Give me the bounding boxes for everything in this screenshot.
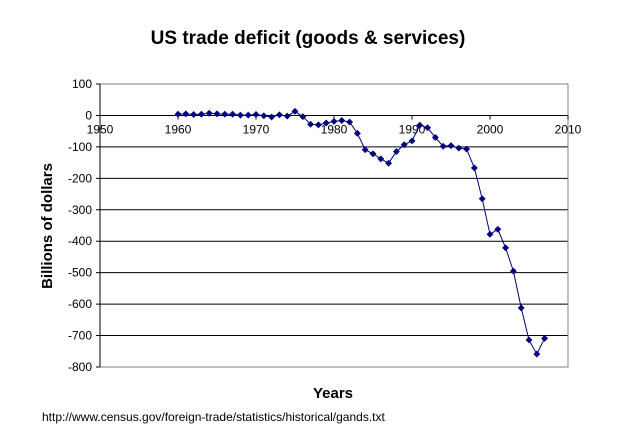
data-point: [400, 141, 408, 149]
data-point: [455, 144, 463, 152]
data-point: [361, 146, 369, 154]
data-point: [182, 110, 190, 118]
data-point: [299, 113, 307, 121]
data-point: [213, 110, 221, 118]
gridlines: [100, 114, 568, 337]
data-point: [205, 109, 213, 117]
chart-title: US trade deficit (goods & services): [151, 28, 466, 49]
y-tick-label: 100: [72, 77, 92, 91]
data-point: [314, 121, 322, 129]
data-point: [190, 110, 198, 119]
data-point: [268, 113, 276, 121]
data-point: [252, 110, 260, 119]
y-tick-label: -600: [68, 297, 92, 311]
data-point: [369, 150, 377, 158]
data-point: [525, 336, 533, 344]
x-tick-label: 1980: [321, 122, 348, 136]
data-point: [431, 133, 439, 142]
data-point: [244, 111, 252, 119]
y-axis: 100 0 -100 -200 -300 -400 -500 -600 -700 -800: [68, 77, 101, 374]
data-point: [307, 120, 315, 128]
data-point: [502, 244, 510, 252]
data-point: [338, 116, 346, 125]
y-tick-label: 0: [85, 108, 92, 122]
y-tick-label: -800: [68, 360, 92, 374]
data-point: [275, 111, 283, 119]
data-point: [353, 129, 361, 137]
data-point: [463, 145, 471, 153]
data-point: [517, 304, 525, 312]
data-point: [346, 118, 354, 126]
data-point: [260, 112, 268, 120]
data-point: [229, 110, 237, 118]
data-point: [330, 117, 338, 125]
y-tick-label: -500: [68, 266, 92, 280]
data-point: [494, 225, 502, 233]
data-point: [236, 111, 244, 119]
data-point: [283, 112, 291, 120]
data-point: [322, 119, 330, 127]
source-url: http://www.census.gov/foreign-trade/stat…: [42, 410, 385, 424]
data-point: [291, 107, 299, 115]
x-tick-label: 1970: [243, 122, 270, 136]
data-point: [478, 195, 486, 203]
data-point: [221, 110, 229, 118]
y-tick-label: -400: [68, 234, 92, 248]
x-axis: 1950 1960 1970 1980 1990 2000 2010: [87, 114, 582, 136]
data-point: [392, 148, 400, 156]
x-tick-label: 2000: [477, 122, 504, 136]
data-point: [197, 110, 205, 118]
y-tick-label: -300: [68, 203, 92, 217]
data-point: [377, 155, 385, 163]
data-point: [424, 124, 432, 132]
data-point: [174, 110, 182, 118]
data-point: [439, 142, 447, 150]
data-points: [174, 107, 549, 358]
data-point: [486, 230, 494, 238]
data-point: [470, 164, 478, 172]
data-point: [385, 159, 393, 167]
data-point: [447, 142, 455, 150]
y-tick-label: -100: [68, 140, 92, 154]
data-point: [541, 334, 549, 342]
data-point: [509, 267, 517, 275]
x-tick-label: 1950: [87, 122, 114, 136]
data-point: [408, 137, 416, 145]
y-axis-title: Billions of dollars: [39, 163, 56, 289]
x-axis-title: Years: [313, 385, 353, 402]
data-point: [533, 350, 541, 358]
data-point: [416, 121, 424, 129]
y-tick-label: -200: [68, 171, 92, 185]
x-tick-label: 1960: [165, 122, 192, 136]
x-tick-label: 2010: [555, 122, 582, 136]
y-tick-label: -700: [68, 329, 92, 343]
